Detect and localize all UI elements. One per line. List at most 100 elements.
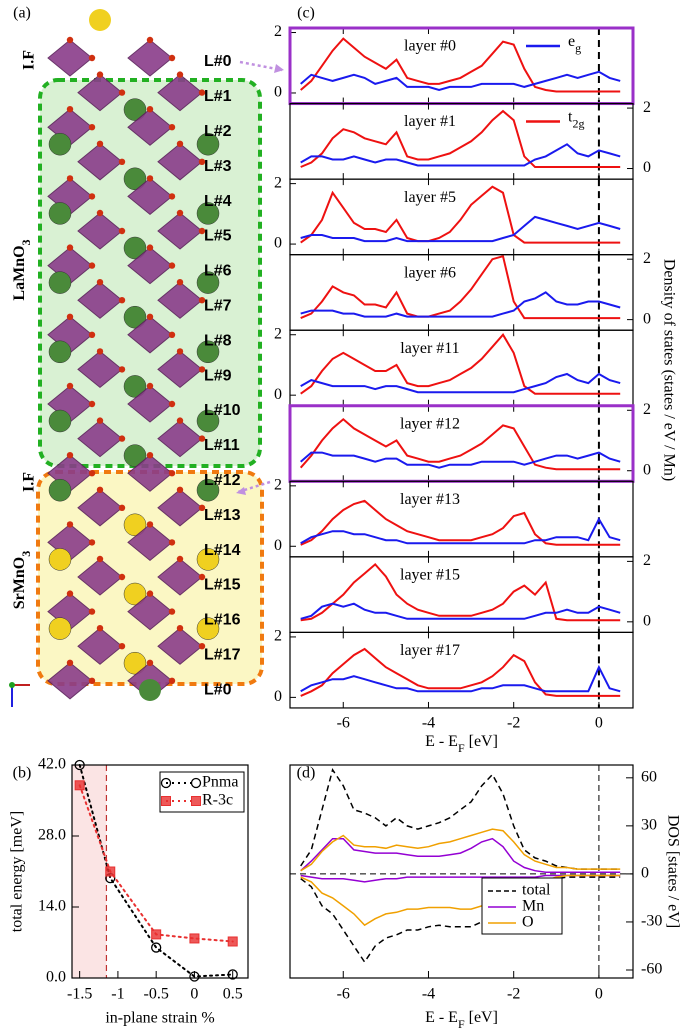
panel-label: (d) (297, 765, 316, 782)
dos-curve (300, 70, 621, 92)
y-tick-label: -30 (641, 913, 662, 930)
oxygen-atom (198, 643, 206, 650)
layer-label: layer #1 (404, 113, 456, 130)
y-tick-label: 0 (643, 159, 651, 176)
y-tick-label: 0 (274, 386, 282, 403)
oxygen-atom (168, 54, 176, 62)
layer-label: layer #13 (400, 491, 460, 508)
la-atom (48, 478, 72, 502)
octahedron (77, 143, 123, 181)
x-tick-label: -1 (111, 986, 124, 1003)
oxygen-atom (176, 486, 184, 493)
layer-label: L#14 (204, 542, 241, 559)
y-tick-label: 60 (641, 768, 657, 785)
y-tick-label: 0 (643, 310, 651, 327)
dos-curve (300, 562, 621, 622)
oxygen-atom (168, 331, 176, 338)
subscript: 2g (572, 116, 584, 130)
marker (190, 777, 202, 789)
octahedron (157, 281, 203, 319)
oxygen-atom (118, 643, 126, 650)
la-atom (48, 340, 72, 364)
oxygen-atom (66, 659, 74, 666)
legend-label: Mn (522, 898, 544, 915)
oxygen-atom (146, 175, 154, 182)
compound-label: LaMnO3 (11, 239, 33, 300)
link-arrow (237, 60, 283, 494)
layer-label: L#9 (204, 367, 232, 384)
oxygen-atom (168, 193, 176, 200)
oxygen-atom (88, 400, 96, 408)
octahedron (157, 350, 203, 389)
marker (227, 969, 238, 980)
y-tick-label: 0 (641, 865, 649, 882)
oxygen-atom (168, 539, 176, 546)
layer-label: layer #11 (400, 340, 459, 357)
oxygen-atom (146, 382, 154, 390)
compound-label: SrMnO3 (11, 551, 33, 609)
sr-atom (123, 513, 147, 537)
oxygen-atom (146, 244, 154, 251)
oxygen-atom (66, 452, 74, 459)
x-tick-label: -6 (337, 986, 350, 1003)
dos-curve (300, 372, 621, 394)
la-atom (123, 236, 147, 260)
layer-label: layer #6 (404, 264, 456, 281)
dos-curve (299, 417, 621, 471)
sr-atom (196, 617, 220, 640)
y-tick-label: 0 (274, 688, 282, 705)
oxygen-atom (88, 262, 96, 269)
octahedron (157, 489, 203, 527)
oxygen-atom (176, 71, 184, 78)
octahedron (127, 39, 173, 77)
layer-label: layer #5 (404, 189, 456, 206)
x-tick-label: -4 (422, 986, 435, 1003)
x-tick-label: -2 (507, 715, 520, 732)
octahedron (127, 108, 173, 146)
octahedron (157, 73, 203, 112)
legend-label: total (522, 882, 551, 899)
layer-label: L#0 (204, 53, 232, 70)
legend-label: Pnma (202, 774, 238, 791)
oxygen-atom (96, 486, 104, 493)
text-part: [eV] (465, 1009, 498, 1026)
x-axis-label: E - EF [eV] (425, 733, 498, 755)
x-tick-label: 0.5 (223, 986, 243, 1003)
oxygen-atom (198, 227, 206, 235)
marker (151, 942, 162, 953)
y-axis-label: Density of states (states / eV / Mn) (660, 259, 677, 481)
oxygen-atom (96, 625, 104, 632)
oxygen-atom (88, 54, 96, 62)
oxygen-atom (198, 435, 206, 442)
octahedron (127, 177, 173, 216)
sr-atom (123, 651, 147, 675)
la-atom (196, 478, 220, 502)
layer-label: layer #12 (400, 415, 460, 432)
y-tick-label: 2 (274, 628, 282, 645)
oxygen-atom (198, 504, 206, 511)
layer-label: L#8 (204, 332, 232, 349)
dos-curve (300, 215, 621, 243)
oxygen-atom (88, 331, 96, 338)
oxygen-atom (146, 313, 154, 320)
marker (189, 933, 200, 944)
y-tick-label: 42.0 (38, 756, 66, 773)
octahedron (127, 454, 173, 492)
oxygen-atom (176, 209, 184, 217)
sr-atom (196, 548, 220, 571)
highlight-region (72, 765, 107, 978)
oxygen-atom (146, 106, 154, 113)
oxygen-atom (88, 539, 96, 546)
oxygen-atom (176, 140, 184, 147)
octahedron (157, 212, 203, 250)
oxygen-atom (198, 366, 206, 373)
octahedron (127, 592, 173, 631)
legend-box (481, 877, 563, 935)
la-atom (139, 679, 161, 701)
layer-label: L#10 (204, 402, 241, 419)
oxygen-atom (146, 659, 154, 666)
la-atom (48, 202, 72, 225)
oxygen-atom (88, 677, 96, 684)
